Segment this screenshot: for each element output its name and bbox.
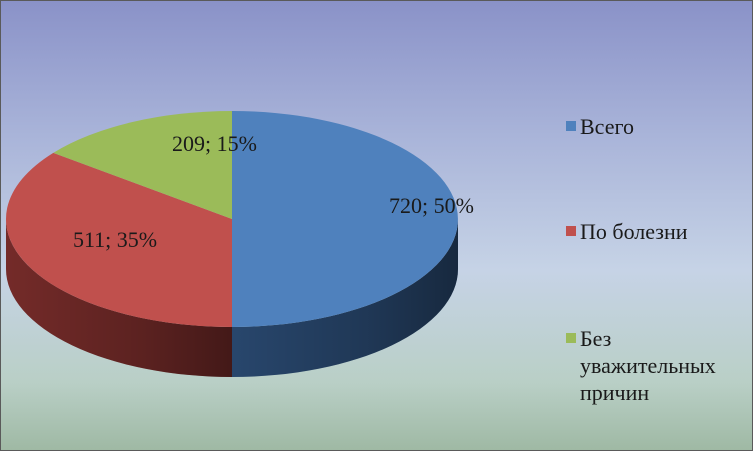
legend-swatch-green	[566, 333, 576, 343]
legend-item-po-bolezni: По болезни	[566, 218, 750, 245]
legend-label: По болезни	[580, 219, 688, 244]
legend-label: Всего	[580, 114, 634, 139]
legend-item-vsego: Всего	[566, 113, 750, 140]
pie-slice-po-bolezni-side-shade	[6, 219, 232, 377]
pie-slice-bez-uvazhitelnyh	[53, 110, 233, 219]
legend-swatch-blue	[566, 121, 576, 131]
pie-slice-vsego	[232, 111, 458, 327]
legend-swatch-red	[566, 226, 576, 236]
legend-label: Без уважительных причин	[580, 326, 716, 405]
data-label: 720; 50%	[389, 193, 474, 218]
data-label: 511; 35%	[73, 227, 157, 252]
legend-item-bez-uvazhitelnyh: Без уважительных причин	[566, 325, 750, 406]
pie-slice-po-bolezni	[6, 152, 233, 327]
pie-slice-vsego-side-shade	[232, 219, 458, 377]
data-label: 209; 15%	[172, 131, 257, 156]
